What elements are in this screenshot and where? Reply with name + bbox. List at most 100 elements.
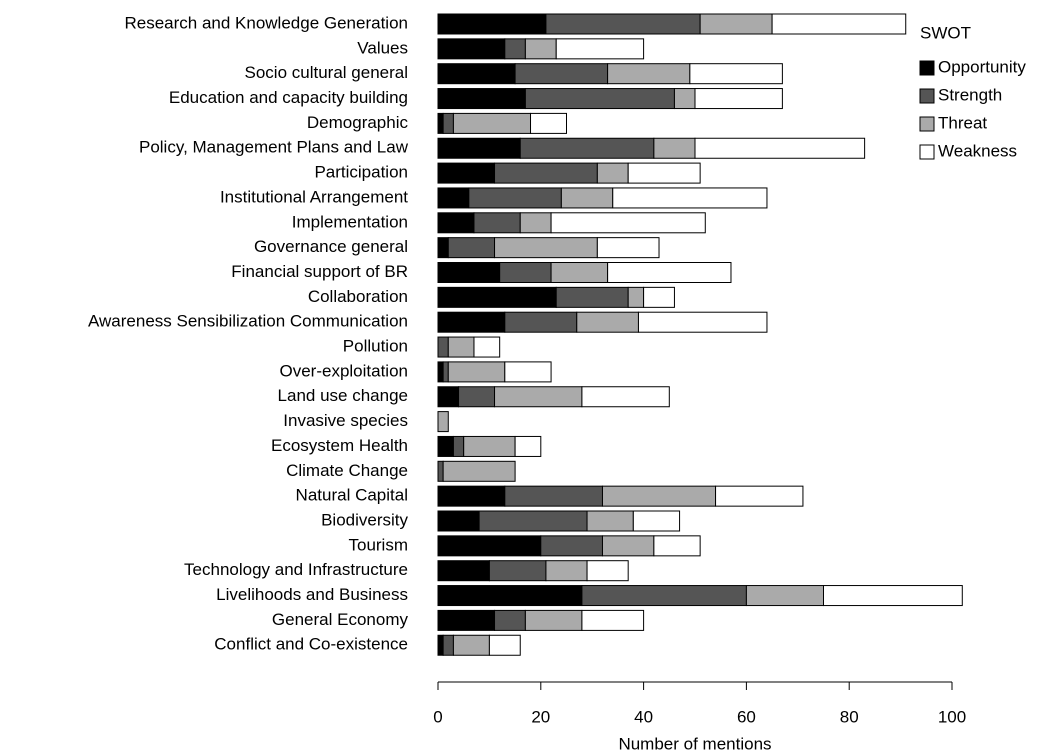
bar-segment [437, 585, 583, 607]
y-tick-label: General Economy [272, 610, 409, 629]
bar-segment [555, 286, 629, 308]
x-tick-label: 60 [737, 707, 756, 726]
bar-segment [437, 262, 501, 283]
bar-segment [452, 435, 465, 457]
bar-segment [653, 535, 701, 557]
y-tick-label: Participation [314, 163, 408, 182]
bar-segment [437, 609, 496, 631]
bar-segment [643, 286, 675, 308]
bar-segment [437, 460, 444, 482]
bar-segment [560, 187, 614, 209]
legend-swatch [919, 60, 935, 76]
bar-segment [437, 88, 526, 110]
x-tick-label: 40 [634, 707, 653, 726]
bar-segment [473, 336, 501, 358]
bar-segment [452, 634, 490, 656]
legend-swatch [919, 144, 935, 160]
x-tick-label: 20 [531, 707, 550, 726]
bar-segment [504, 485, 603, 507]
bar-segment [488, 634, 521, 656]
y-tick-label: Land use change [278, 386, 408, 405]
bar-segment [494, 162, 598, 184]
bar-segment [627, 162, 701, 184]
bar-segment [442, 112, 454, 134]
bar-segment [437, 411, 449, 433]
legend-title: SWOT [920, 23, 971, 42]
bar-segment [586, 510, 634, 532]
bar-segment [632, 510, 681, 532]
bar-segment [514, 435, 542, 457]
bar-segment [524, 38, 557, 60]
bar-segment [473, 212, 521, 234]
bar-segment [452, 112, 532, 134]
bar-segment [442, 634, 454, 656]
bar-segment [458, 386, 496, 408]
bar-segment [524, 88, 675, 110]
y-tick-label: Demographic [307, 113, 409, 132]
bar-segment [823, 585, 963, 607]
bar-segment [494, 386, 583, 408]
bar-segment [437, 13, 547, 35]
bar-segment [673, 88, 696, 110]
bar-segment [607, 262, 732, 283]
y-tick-label: Pollution [343, 337, 408, 356]
bar-segment [653, 137, 696, 159]
bar-segment [463, 435, 516, 457]
bar-segment [494, 609, 526, 631]
bar-segment [437, 63, 516, 85]
legend-swatch [919, 88, 935, 104]
bar-segment [504, 361, 552, 383]
bar-segment [437, 336, 449, 358]
bar-segment [437, 386, 460, 408]
y-tick-label: Implementation [292, 212, 408, 231]
bar-segment [437, 560, 490, 582]
y-tick-label: Institutional Arrangement [220, 187, 408, 206]
y-tick-label: Research and Knowledge Generation [124, 13, 408, 32]
y-tick-label: Governance general [254, 237, 408, 256]
bar-segment [689, 63, 783, 85]
bar-segment [447, 336, 475, 358]
y-tick-label: Livelihoods and Business [216, 585, 408, 604]
y-tick-label: Technology and Infrastructure [184, 560, 408, 579]
bar-segment [576, 311, 639, 333]
y-tick-label: Invasive species [283, 411, 408, 430]
bar-segment [437, 112, 444, 134]
y-tick-label: Collaboration [308, 287, 408, 306]
bar-segment [607, 63, 691, 85]
bar-segment [524, 609, 583, 631]
y-tick-label: Natural Capital [296, 486, 408, 505]
bar-segment [771, 13, 907, 35]
bar-segment [442, 460, 516, 482]
y-tick-label: Tourism [348, 535, 408, 554]
y-tick-label: Financial support of BR [231, 262, 408, 281]
bar-segment [437, 38, 506, 60]
bar-segment [555, 38, 645, 60]
y-tick-label: Over-exploitation [279, 361, 408, 380]
bar-segment [437, 187, 470, 209]
legend-label: Weakness [938, 141, 1017, 160]
bar-segment [437, 634, 444, 656]
bar-segment [596, 237, 660, 259]
bar-segment [499, 262, 552, 283]
y-tick-label: Awareness Sensibilization Communication [88, 312, 408, 331]
bar-segment [550, 212, 706, 234]
y-tick-label: Biodiversity [321, 510, 408, 529]
bar-segment [447, 361, 506, 383]
bar-segment [545, 13, 701, 35]
bar-segment [637, 311, 768, 333]
bar-segment [504, 311, 578, 333]
bar-segment [442, 361, 449, 383]
bar-segment [478, 510, 588, 532]
bar-segment [437, 237, 449, 259]
bar-segment [601, 535, 655, 557]
bar-segment [437, 510, 480, 532]
bar-segment [612, 187, 768, 209]
x-tick-label: 100 [938, 707, 966, 726]
bar-segment [437, 162, 496, 184]
bar-segment [550, 262, 609, 283]
bar-segment [530, 112, 568, 134]
bar-segment [596, 162, 629, 184]
bar-segment [519, 137, 655, 159]
bar-segment [437, 485, 506, 507]
